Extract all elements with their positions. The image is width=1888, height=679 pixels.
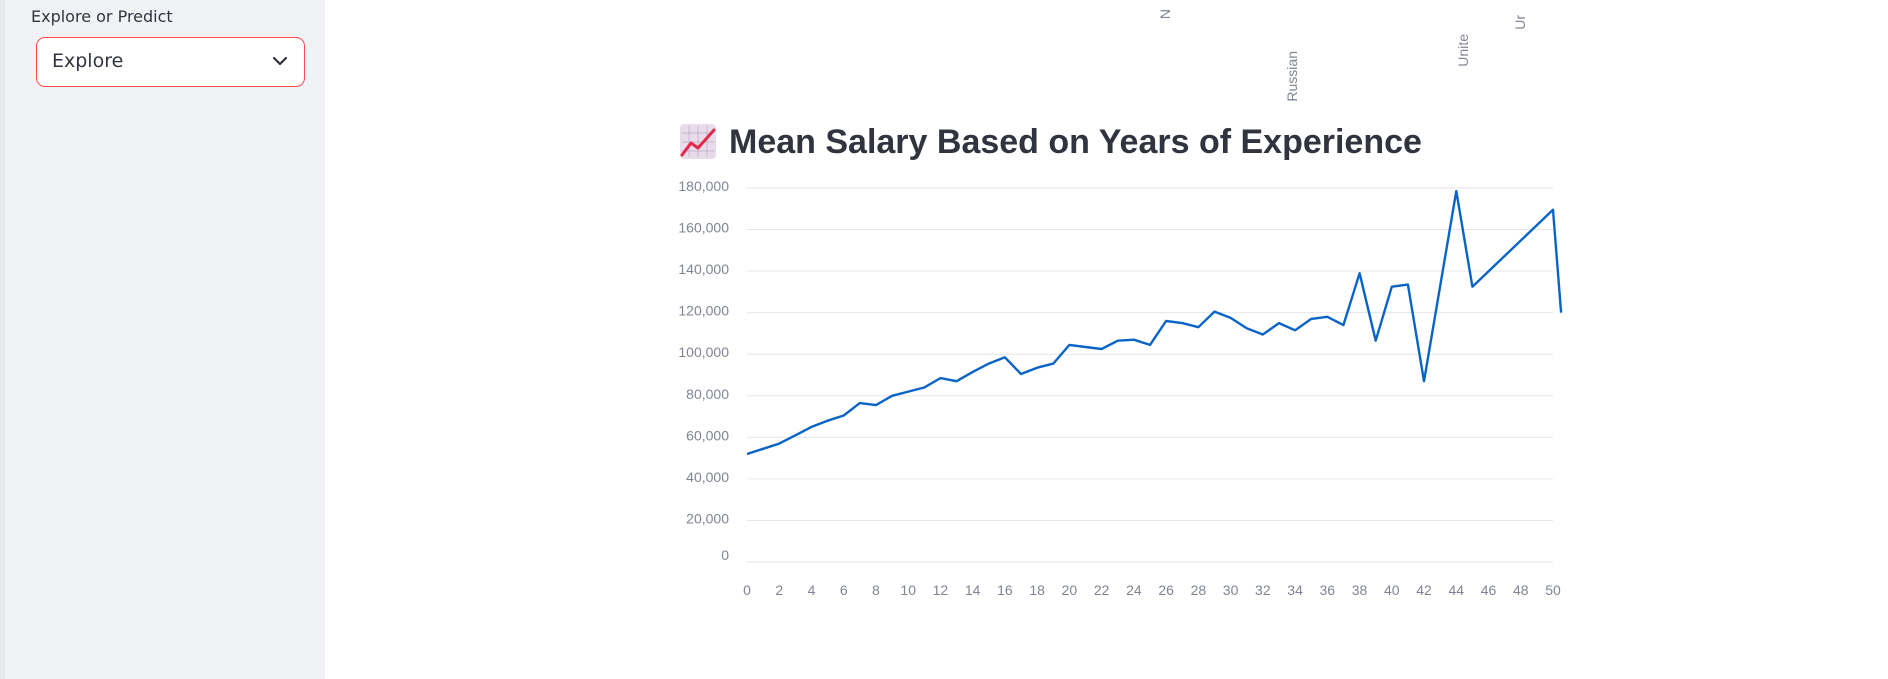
x-tick-label: 2	[775, 582, 783, 598]
x-tick-label: 48	[1513, 582, 1529, 598]
chart-series	[746, 189, 1563, 456]
top-chart-tick-label: Unite	[1455, 34, 1471, 67]
x-tick-label: 36	[1320, 582, 1336, 598]
select-label: Explore or Predict	[31, 7, 173, 26]
chart-canvas: N Russian Unite Ur Mean Salary Based on Yea…	[678, 9, 1563, 598]
top-chart-fragment: N Russian Unite Ur	[1157, 9, 1528, 102]
x-tick-label: 20	[1062, 582, 1078, 598]
x-tick-label: 10	[900, 582, 916, 598]
sidebar: Explore or Predict Explore	[0, 0, 325, 679]
x-tick-label: 34	[1287, 582, 1303, 598]
y-tick-label: 20,000	[686, 510, 729, 526]
y-tick-label: 180,000	[678, 178, 729, 194]
x-tick-label: 12	[933, 582, 949, 598]
y-tick-label: 160,000	[678, 220, 729, 236]
y-tick-label: 120,000	[678, 303, 729, 319]
x-tick-label: 32	[1255, 582, 1271, 598]
x-tick-label: 4	[808, 582, 816, 598]
chart-grid	[747, 187, 1553, 563]
chart-title: Mean Salary Based on Years of Experience	[729, 123, 1422, 161]
x-tick-label: 16	[997, 582, 1013, 598]
x-tick-label: 38	[1352, 582, 1368, 598]
x-tick-label: 22	[1094, 582, 1110, 598]
x-tick-label: 50	[1545, 582, 1561, 598]
y-tick-label: 0	[721, 547, 729, 563]
y-axis-ticks: 0 20,000 40,000 60,000 80,000 100,000 120,000 1…	[678, 178, 729, 563]
x-tick-label: 0	[743, 582, 751, 598]
explore-predict-select[interactable]: Explore	[36, 37, 305, 87]
x-tick-label: 26	[1158, 582, 1174, 598]
y-tick-label: 80,000	[686, 386, 729, 402]
x-tick-label: 40	[1384, 582, 1400, 598]
x-tick-label: 6	[840, 582, 848, 598]
x-tick-label: 18	[1029, 582, 1045, 598]
x-tick-label: 42	[1416, 582, 1432, 598]
x-tick-label: 14	[965, 582, 981, 598]
y-tick-label: 60,000	[686, 427, 729, 443]
x-axis-ticks: 0 2 4 6 8 10 12 14 16 18 20 22 24 26 28 30 32 34 36 38 40 42 4…	[743, 582, 1561, 598]
top-chart-tick-label: N	[1157, 9, 1173, 19]
y-tick-label: 100,000	[678, 344, 729, 360]
chart-title-icon	[680, 124, 716, 159]
x-tick-label: 30	[1223, 582, 1239, 598]
x-tick-label: 44	[1448, 582, 1464, 598]
x-tick-label: 28	[1191, 582, 1207, 598]
y-tick-label: 140,000	[678, 261, 729, 277]
select-value: Explore	[52, 50, 124, 72]
x-tick-label: 46	[1481, 582, 1497, 598]
top-chart-tick-label: Ur	[1512, 15, 1528, 30]
y-tick-label: 40,000	[686, 469, 729, 485]
top-chart-tick-label: Russian	[1284, 51, 1300, 102]
main-area: N Russian Unite Ur Mean Salary Based on Yea…	[325, 0, 1888, 679]
x-tick-label: 24	[1126, 582, 1142, 598]
series-line	[746, 189, 1563, 456]
chevron-down-icon	[272, 56, 288, 66]
x-tick-label: 8	[872, 582, 880, 598]
